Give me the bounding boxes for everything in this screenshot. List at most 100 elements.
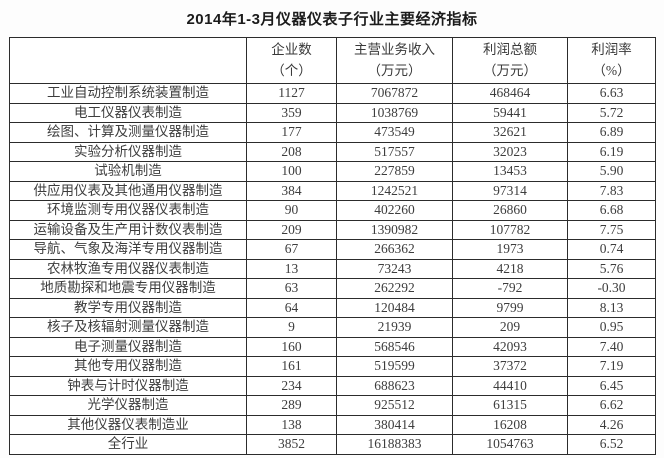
profit-rate-cell: 6.19 [567,141,656,162]
table-row: 运输设备及生产用计数仪表制造 209 1390982 107782 7.75 [9,219,656,240]
table-row: 地质勘探和地震专用仪器制造 63 262292 -792 -0.30 [9,278,656,299]
profit-rate-cell: 6.63 [567,83,656,104]
column-header-profit_rate_pct: 利润率 （%） [567,37,656,84]
column-header-line2: （%） [592,62,631,78]
table-row: 试验机制造 100 227859 13453 5.90 [9,161,656,182]
table-row: 电子测量仪器制造 160 568546 42093 7.40 [9,336,656,357]
industry-name-cell: 环境监测专用仪器仪表制造 [9,200,247,221]
profit-rate-cell: 7.83 [567,180,656,201]
table-row: 教学专用仪器制造 64 120484 9799 8.13 [9,297,656,318]
revenue-cell: 262292 [336,278,453,299]
profit-rate-cell: 6.89 [567,122,656,143]
revenue-cell: 16188383 [336,434,453,455]
profit-cell: 107782 [452,219,568,240]
revenue-cell: 473549 [336,122,453,143]
profit-rate-cell: 5.72 [567,102,656,123]
industry-name-cell: 全行业 [9,434,247,455]
enterprise-count-cell: 90 [246,200,337,221]
profit-rate-cell: 6.45 [567,375,656,396]
revenue-cell: 517557 [336,141,453,162]
column-header-line2: （万元） [483,62,537,78]
profit-cell: 32621 [452,122,568,143]
profit-rate-cell: 6.68 [567,200,656,221]
header-row: 企业数 （个） 主营业务收入 （万元） 利润总额 （万元） 利润率 （%） [9,37,656,84]
revenue-cell: 688623 [336,375,453,396]
enterprise-count-cell: 234 [246,375,337,396]
revenue-cell: 7067872 [336,83,453,104]
revenue-cell: 73243 [336,258,453,279]
column-header-line1: 企业数 [271,41,312,57]
revenue-cell: 266362 [336,239,453,260]
table-row: 电工仪器仪表制造 359 1038769 59441 5.72 [9,102,656,123]
profit-cell: 42093 [452,336,568,357]
enterprise-count-cell: 208 [246,141,337,162]
corner-header-cell [9,37,247,84]
column-header-total_profit_wan_yuan: 利润总额 （万元） [452,37,568,84]
industry-name-cell: 核子及核辐射测量仪器制造 [9,317,247,338]
enterprise-count-cell: 160 [246,336,337,357]
revenue-cell: 21939 [336,317,453,338]
revenue-cell: 120484 [336,297,453,318]
column-header-main_revenue_wan_yuan: 主营业务收入 （万元） [336,37,453,84]
profit-rate-cell: -0.30 [567,278,656,299]
table-body: 工业自动控制系统装置制造 1127 7067872 468464 6.63 电工仪器仪表制… [9,83,656,455]
enterprise-count-cell: 138 [246,414,337,435]
industry-name-cell: 光学仪器制造 [9,395,247,416]
table-row: 绘图、计算及测量仪器制造 177 473549 32621 6.89 [9,122,656,143]
profit-cell: -792 [452,278,568,299]
profit-rate-cell: 0.95 [567,317,656,338]
enterprise-count-cell: 209 [246,219,337,240]
profit-cell: 13453 [452,161,568,182]
industry-name-cell: 供应用仪表及其他通用仪器制造 [9,180,247,201]
profit-cell: 9799 [452,297,568,318]
revenue-cell: 1242521 [336,180,453,201]
column-header-enterprise_count: 企业数 （个） [246,37,337,84]
enterprise-count-cell: 13 [246,258,337,279]
profit-cell: 4218 [452,258,568,279]
enterprise-count-cell: 64 [246,297,337,318]
column-header-line1: 主营业务收入 [354,41,435,57]
profit-rate-cell: 6.62 [567,395,656,416]
enterprise-count-cell: 3852 [246,434,337,455]
revenue-cell: 1390982 [336,219,453,240]
profit-cell: 209 [452,317,568,338]
profit-rate-cell: 8.13 [567,297,656,318]
profit-rate-cell: 7.19 [567,356,656,377]
profit-rate-cell: 7.75 [567,219,656,240]
column-header-line2: （个） [271,62,312,78]
industry-name-cell: 运输设备及生产用计数仪表制造 [9,219,247,240]
industry-name-cell: 试验机制造 [9,161,247,182]
column-header-line1: 利润总额 [483,41,537,57]
table-row: 农林牧渔专用仪器仪表制造 13 73243 4218 5.76 [9,258,656,279]
table-row: 供应用仪表及其他通用仪器制造 384 1242521 97314 7.83 [9,180,656,201]
enterprise-count-cell: 1127 [246,83,337,104]
revenue-cell: 568546 [336,336,453,357]
revenue-cell: 1038769 [336,102,453,123]
profit-cell: 59441 [452,102,568,123]
industry-name-cell: 工业自动控制系统装置制造 [9,83,247,104]
industry-name-cell: 其他专用仪器制造 [9,356,247,377]
page-title: 2014年1-3月仪器仪表子行业主要经济指标 [186,11,478,28]
profit-cell: 32023 [452,141,568,162]
enterprise-count-cell: 177 [246,122,337,143]
enterprise-count-cell: 359 [246,102,337,123]
profit-rate-cell: 7.40 [567,336,656,357]
industry-name-cell: 其他仪器仪表制造业 [9,414,247,435]
industry-name-cell: 电工仪器仪表制造 [9,102,247,123]
profit-cell: 16208 [452,414,568,435]
revenue-cell: 227859 [336,161,453,182]
profit-cell: 26860 [452,200,568,221]
revenue-cell: 925512 [336,395,453,416]
table-row: 工业自动控制系统装置制造 1127 7067872 468464 6.63 [9,83,656,104]
table-row: 光学仪器制造 289 925512 61315 6.62 [9,395,656,416]
revenue-cell: 402260 [336,200,453,221]
revenue-cell: 380414 [336,414,453,435]
profit-cell: 1054763 [452,434,568,455]
table-row: 核子及核辐射测量仪器制造 9 21939 209 0.95 [9,317,656,338]
industry-name-cell: 教学专用仪器制造 [9,297,247,318]
enterprise-count-cell: 161 [246,356,337,377]
profit-cell: 1973 [452,239,568,260]
column-header-line2: （万元） [367,62,422,78]
economic-indicators-table: 企业数 （个） 主营业务收入 （万元） 利润总额 （万元） 利润率 （%） 工业自动控制系统装… [9,37,656,455]
industry-name-cell: 实验分析仪器制造 [9,141,247,162]
